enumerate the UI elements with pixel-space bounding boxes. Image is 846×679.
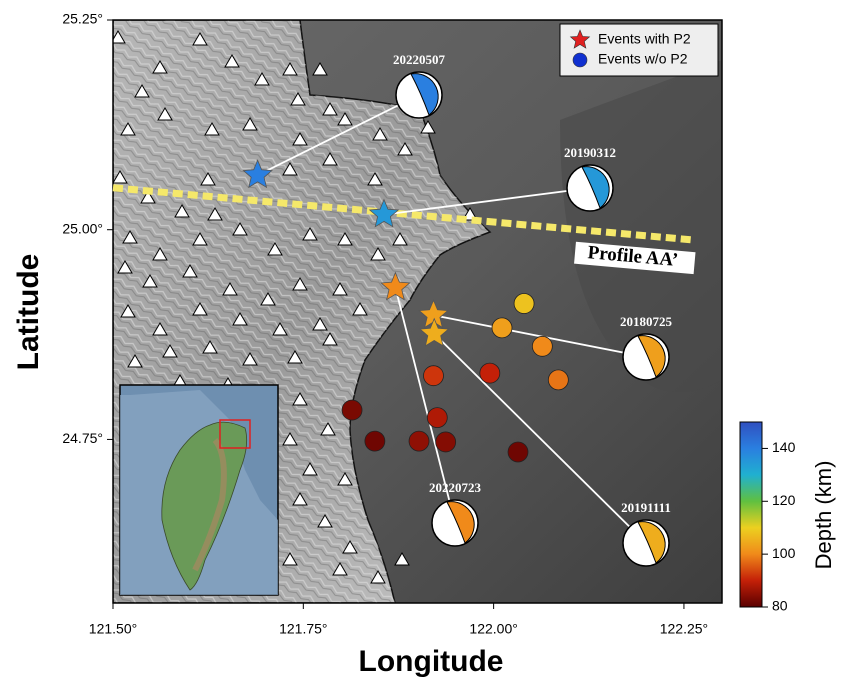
x-tick-label: 122.25°: [660, 621, 708, 637]
event-without-p2: [365, 431, 385, 451]
event-without-p2: [514, 294, 534, 314]
legend: Events with P2 Events w/o P2: [560, 24, 718, 76]
legend-label: Events w/o P2: [598, 51, 688, 67]
legend-label: Events with P2: [598, 31, 691, 47]
y-tick-label: 25.25°: [62, 11, 103, 27]
event-without-p2: [436, 432, 456, 452]
colorbar-label: Depth (km): [811, 461, 836, 570]
event-without-p2: [423, 366, 443, 386]
x-tick-label: 121.75°: [279, 621, 327, 637]
x-tick-label: 122.00°: [469, 621, 517, 637]
event-without-p2: [532, 336, 552, 356]
event-without-p2: [548, 370, 568, 390]
event-without-p2: [508, 442, 528, 462]
event-label: 20191111: [621, 500, 671, 515]
x-tick-label: 121.50°: [89, 621, 137, 637]
event-without-p2: [492, 318, 512, 338]
event-without-p2: [480, 363, 500, 383]
map-figure: Profile AA’20220507201903122022072320180…: [0, 0, 846, 679]
event-without-p2: [409, 431, 429, 451]
inset-map: [120, 385, 278, 595]
legend-symbol: [573, 53, 587, 67]
y-tick-label: 24.75°: [62, 430, 103, 446]
x-axis-label: Longitude: [359, 645, 504, 678]
colorbar-tick-label: 120: [772, 492, 796, 508]
event-label: 20190312: [564, 145, 616, 160]
y-axis-label: Latitude: [12, 254, 45, 371]
y-tick-label: 25.00°: [62, 220, 103, 236]
colorbar-tick-label: 140: [772, 439, 796, 455]
event-label: 20220723: [429, 480, 482, 495]
colorbar-tick-label: 100: [772, 545, 796, 561]
event-label: 20220507: [393, 52, 446, 67]
event-without-p2: [342, 400, 362, 420]
event-without-p2: [427, 408, 447, 428]
event-label: 20180725: [620, 314, 673, 329]
colorbar: [740, 422, 762, 607]
colorbar-tick-label: 80: [772, 598, 788, 614]
